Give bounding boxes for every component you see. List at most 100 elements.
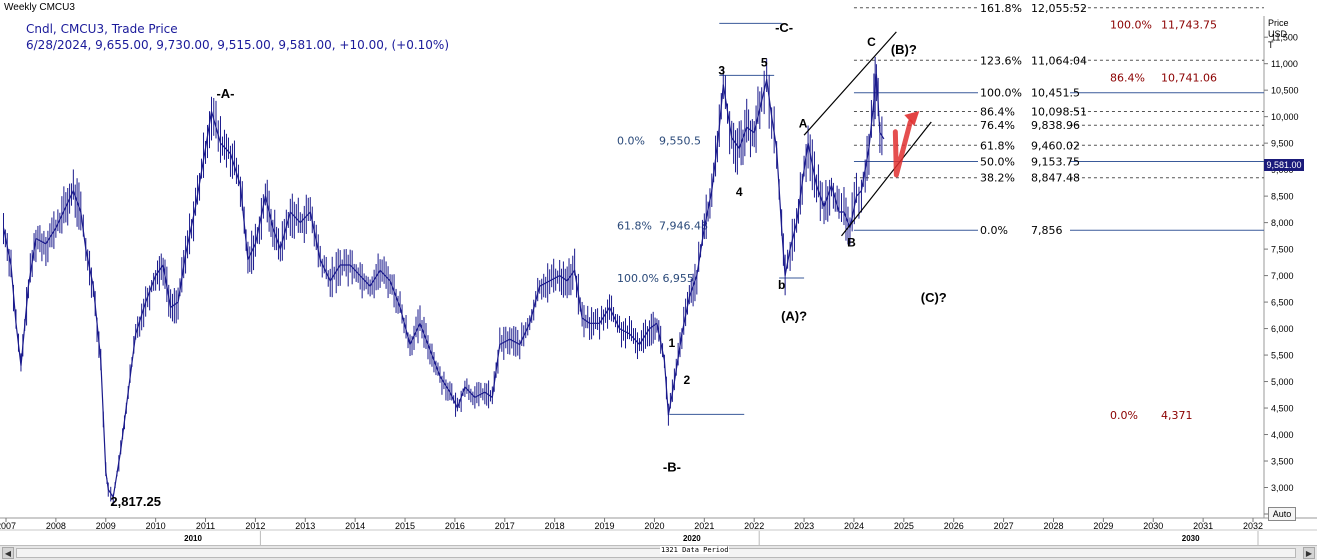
year-tick-label: 2015 [395,521,415,531]
wave-annotation: 3 [718,63,725,77]
fib-right-value: 9,838.96 [1031,119,1080,132]
decade-label: 2030 [1182,534,1200,543]
wave-annotation: -B- [663,460,681,475]
fib-left-value: 9,550.5 [659,134,701,147]
auto-scale-button[interactable]: Auto [1268,507,1296,521]
fib-right-label-bg [978,54,1070,67]
fib-red-value: 11,743.75 [1161,18,1217,31]
chart-background [0,16,1317,545]
price-tick-label: 6,500 [1271,298,1294,308]
fib-right-label-bg [978,86,1070,99]
fib-right-label: 50.0% [980,155,1015,168]
fib-red-label: 0.0% [1110,409,1138,422]
fib-right-value: 7,856 [1031,224,1063,237]
projection-arrow-head [904,111,920,127]
wave-annotation: 5 [761,55,768,69]
last-price-tag: 9,581.00 [1264,159,1304,171]
chart-header-ohlc: 6/28/2024, 9,655.00, 9,730.00, 9,515.00,… [26,38,449,52]
decade-label: 2010 [184,534,202,543]
fib-right-label: 61.8% [980,139,1015,152]
price-tick-label: 6,000 [1271,324,1294,334]
price-tick-label: 3,500 [1271,457,1294,467]
window-title: Weekly CMCU3 [4,2,75,13]
chart-header-instrument: Cndl, CMCU3, Trade Price [26,22,178,36]
price-tick-label: 8,500 [1271,192,1294,202]
fib-left-value: 7,946.48 [659,219,708,232]
time-scrollbar[interactable]: ◀ ▶ [0,545,1317,560]
year-tick-label: 2023 [794,521,814,531]
wave-annotation: 2 [684,373,691,387]
year-tick-label: 2019 [595,521,615,531]
year-tick-label: 2024 [844,521,864,531]
scroll-left-icon[interactable]: ◀ [2,547,14,559]
wave-annotation: A [799,116,808,130]
price-tick-label: 7,000 [1271,271,1294,281]
fib-red-value: 10,741.06 [1161,71,1217,84]
fib-right-label: 86.4% [980,105,1015,118]
wave-annotation: (C)? [921,290,947,305]
price-axis-label: Price [1268,18,1289,28]
year-tick-label: 2018 [545,521,565,531]
price-tick-label: 10,000 [1271,112,1299,122]
fib-right-label: 161.8% [980,2,1022,15]
scroll-right-icon[interactable]: ▶ [1303,547,1315,559]
year-tick-label: 2030 [1143,521,1163,531]
wave-annotation: (A)? [781,309,807,324]
wave-annotation: (B)? [891,42,917,57]
year-tick-label: 2009 [96,521,116,531]
fib-right-label-bg [978,139,1070,152]
fib-right-label: 100.0% [980,87,1022,100]
price-line [2,73,885,498]
fib-right-label-bg [978,1,1070,14]
fib-left-label: 100.0% 6,955 [617,272,694,285]
channel-lower-line [841,121,932,237]
wave-annotation: 4 [736,185,743,199]
fib-left-label: 61.8% [617,219,652,232]
year-tick-label: 2013 [295,521,315,531]
wave-annotation: 1 [669,336,676,350]
fib-right-value: 10,451.5 [1031,87,1080,100]
price-tick-label: 5,500 [1271,351,1294,361]
year-tick-label: 2025 [894,521,914,531]
fib-right-label: 76.4% [980,119,1015,132]
channel-upper-line [803,31,897,136]
price-tick-label: 4,500 [1271,404,1294,414]
fib-right-label-bg [978,171,1070,184]
fib-right-label: 123.6% [980,54,1022,67]
year-tick-label: 2014 [345,521,365,531]
wave-annotation: -A- [216,86,234,101]
year-tick-label: 2012 [245,521,265,531]
price-tick-label: 7,500 [1271,245,1294,255]
price-tick-label: 10,500 [1271,86,1299,96]
scrollbar-thumb[interactable] [16,548,1296,558]
price-axis-header: Price USD T [1268,18,1289,51]
year-tick-label: 2008 [46,521,66,531]
wave-annotation: C [867,35,876,49]
fib-right-value: 8,847.48 [1031,172,1080,185]
year-tick-label: 2011 [196,521,215,531]
year-tick-label: 2028 [1043,521,1063,531]
price-axis-unit: T [1268,40,1274,50]
fib-right-label: 38.2% [980,172,1015,185]
price-tick-label: 11,000 [1271,59,1298,69]
price-tick-label: 9,500 [1271,139,1294,149]
fib-right-value: 9,460.02 [1031,139,1080,152]
year-tick-label: 2026 [944,521,964,531]
year-tick-label: 2020 [644,521,664,531]
price-tick-label: 5,000 [1271,377,1294,387]
fib-right-value: 11,064.04 [1031,54,1087,67]
fib-right-label-bg [978,155,1070,168]
year-tick-label: 2017 [495,521,515,531]
wave-annotation: b [778,278,785,292]
price-axis-currency: USD [1268,29,1288,39]
price-tick-label: 4,000 [1271,430,1294,440]
year-tick-label: 2021 [694,521,714,531]
price-chart[interactable]: 2,5003,0003,5004,0004,5005,0005,5006,000… [0,0,1317,545]
fib-right-label: 0.0% [980,224,1008,237]
year-tick-label: 2016 [445,521,465,531]
fib-right-value: 10,098.51 [1031,105,1087,118]
year-tick-label: 2031 [1193,521,1213,531]
fib-right-label-bg [978,224,1070,237]
year-tick-label: 2022 [744,521,764,531]
year-tick-label: 2032 [1243,521,1263,531]
